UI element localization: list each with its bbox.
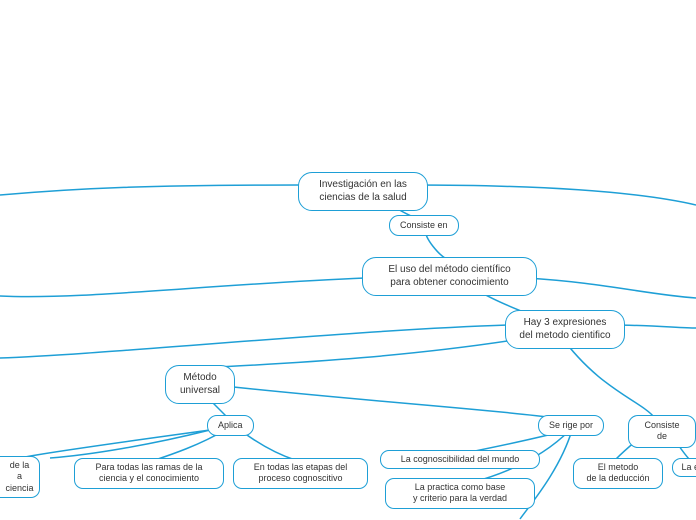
- node-label: Se rige por: [549, 420, 593, 431]
- connector-layer: [0, 0, 696, 520]
- node-label: Para todas las ramas de laciencia y el c…: [95, 462, 202, 485]
- node-deduccion[interactable]: El metodode la deducción: [573, 458, 663, 489]
- node-etapas[interactable]: En todas las etapas delproceso cognoscit…: [233, 458, 368, 489]
- node-metodo-universal[interactable]: Métodouniversal: [165, 365, 235, 404]
- node-consiste-de[interactable]: Consiste de: [628, 415, 696, 448]
- node-label: La cognoscibilidad del mundo: [401, 454, 520, 465]
- node-label: En todas las etapas delproceso cognoscit…: [254, 462, 348, 485]
- node-practica[interactable]: La practica como basey criterio para la …: [385, 478, 535, 509]
- node-root[interactable]: Investigación en lasciencias de la salud: [298, 172, 428, 211]
- node-aplica[interactable]: Aplica: [207, 415, 254, 436]
- node-uso-metodo[interactable]: El uso del método científicopara obtener…: [362, 257, 537, 296]
- node-label: La practica como basey criterio para la …: [413, 482, 507, 505]
- node-label: Métodouniversal: [180, 372, 220, 397]
- node-ramas[interactable]: Para todas las ramas de laciencia y el c…: [74, 458, 224, 489]
- node-se-rige-por[interactable]: Se rige por: [538, 415, 604, 436]
- node-consiste-en[interactable]: Consiste en: [389, 215, 459, 236]
- node-label: La ex: [681, 462, 696, 473]
- node-cognoscibilidad[interactable]: La cognoscibilidad del mundo: [380, 450, 540, 469]
- node-tres-expresiones[interactable]: Hay 3 expresionesdel metodo cientifico: [505, 310, 625, 349]
- node-la-ex[interactable]: La ex: [672, 458, 696, 477]
- node-de-la-ciencia[interactable]: de laaciencia: [0, 456, 40, 498]
- node-label: Consiste en: [400, 220, 448, 231]
- node-label: El metodode la deducción: [586, 462, 649, 485]
- node-label: de laaciencia: [6, 460, 34, 494]
- node-label: Consiste de: [639, 420, 685, 443]
- node-label: Investigación en lasciencias de la salud: [319, 179, 407, 204]
- node-label: Aplica: [218, 420, 243, 431]
- node-label: El uso del método científicopara obtener…: [388, 264, 510, 289]
- node-label: Hay 3 expresionesdel metodo cientifico: [519, 317, 610, 342]
